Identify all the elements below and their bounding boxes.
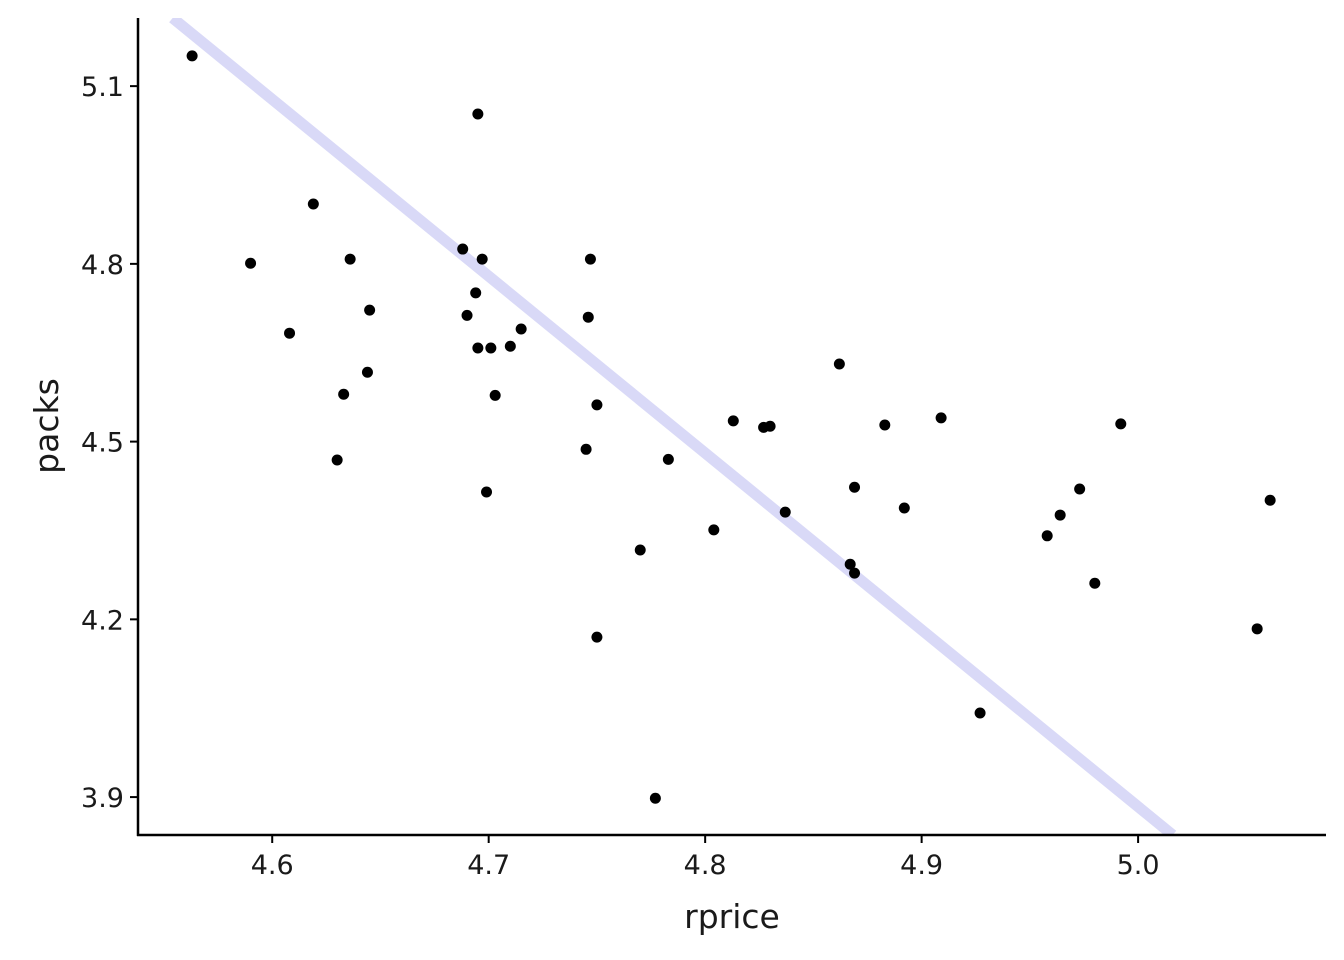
trend-layer [169, 18, 1177, 835]
x-tick-label: 4.7 [467, 850, 510, 881]
point [844, 558, 856, 570]
trend-line [169, 18, 1177, 835]
point [245, 257, 257, 269]
point [879, 419, 891, 431]
point [307, 198, 319, 210]
point [649, 792, 661, 804]
point [284, 327, 296, 339]
point [331, 454, 343, 466]
point [849, 481, 861, 493]
point [470, 287, 482, 299]
point [584, 253, 596, 265]
point [708, 524, 720, 536]
point [481, 486, 493, 498]
point [1089, 577, 1101, 589]
point [591, 631, 603, 643]
point [634, 544, 646, 556]
point [461, 309, 473, 321]
y-tick-label: 5.1 [81, 72, 124, 103]
point [489, 389, 501, 401]
points [186, 50, 1276, 804]
point [515, 323, 527, 335]
point [361, 366, 373, 378]
point [935, 412, 947, 424]
y-tick-label: 4.2 [81, 605, 124, 636]
y-tick-label: 4.5 [81, 428, 124, 459]
x-tick-label: 4.6 [251, 850, 294, 881]
point [1074, 483, 1086, 495]
x-tick-label: 5.0 [1117, 850, 1160, 881]
point [1251, 623, 1263, 635]
y-tick-label: 3.9 [81, 783, 124, 814]
x-tick-label: 4.8 [684, 850, 727, 881]
point [727, 415, 739, 427]
point [833, 358, 845, 370]
point [898, 502, 910, 514]
point [849, 567, 861, 579]
y-tick-label: 4.8 [81, 250, 124, 281]
point [472, 108, 484, 120]
x-axis-title: rprice [684, 897, 780, 936]
point [1054, 509, 1066, 521]
x-tick-label: 4.9 [900, 850, 943, 881]
point [476, 253, 488, 265]
point [186, 50, 198, 62]
point [591, 399, 603, 411]
point [338, 388, 350, 400]
point [1041, 530, 1053, 542]
point [344, 253, 356, 265]
point [1115, 418, 1127, 430]
point [764, 420, 776, 432]
point [364, 304, 376, 316]
point [472, 342, 484, 354]
point [504, 340, 516, 352]
point [974, 707, 986, 719]
point [1264, 494, 1276, 506]
point [457, 243, 469, 255]
point [582, 311, 594, 323]
axes: 4.6 4.7 4.8 4.9 5.0 3.9 4.2 4.5 4.8 5.1 [81, 18, 1326, 881]
y-axis-title: packs [27, 378, 66, 474]
point [485, 342, 497, 354]
point [580, 443, 592, 455]
point [779, 506, 791, 518]
point [662, 453, 674, 465]
